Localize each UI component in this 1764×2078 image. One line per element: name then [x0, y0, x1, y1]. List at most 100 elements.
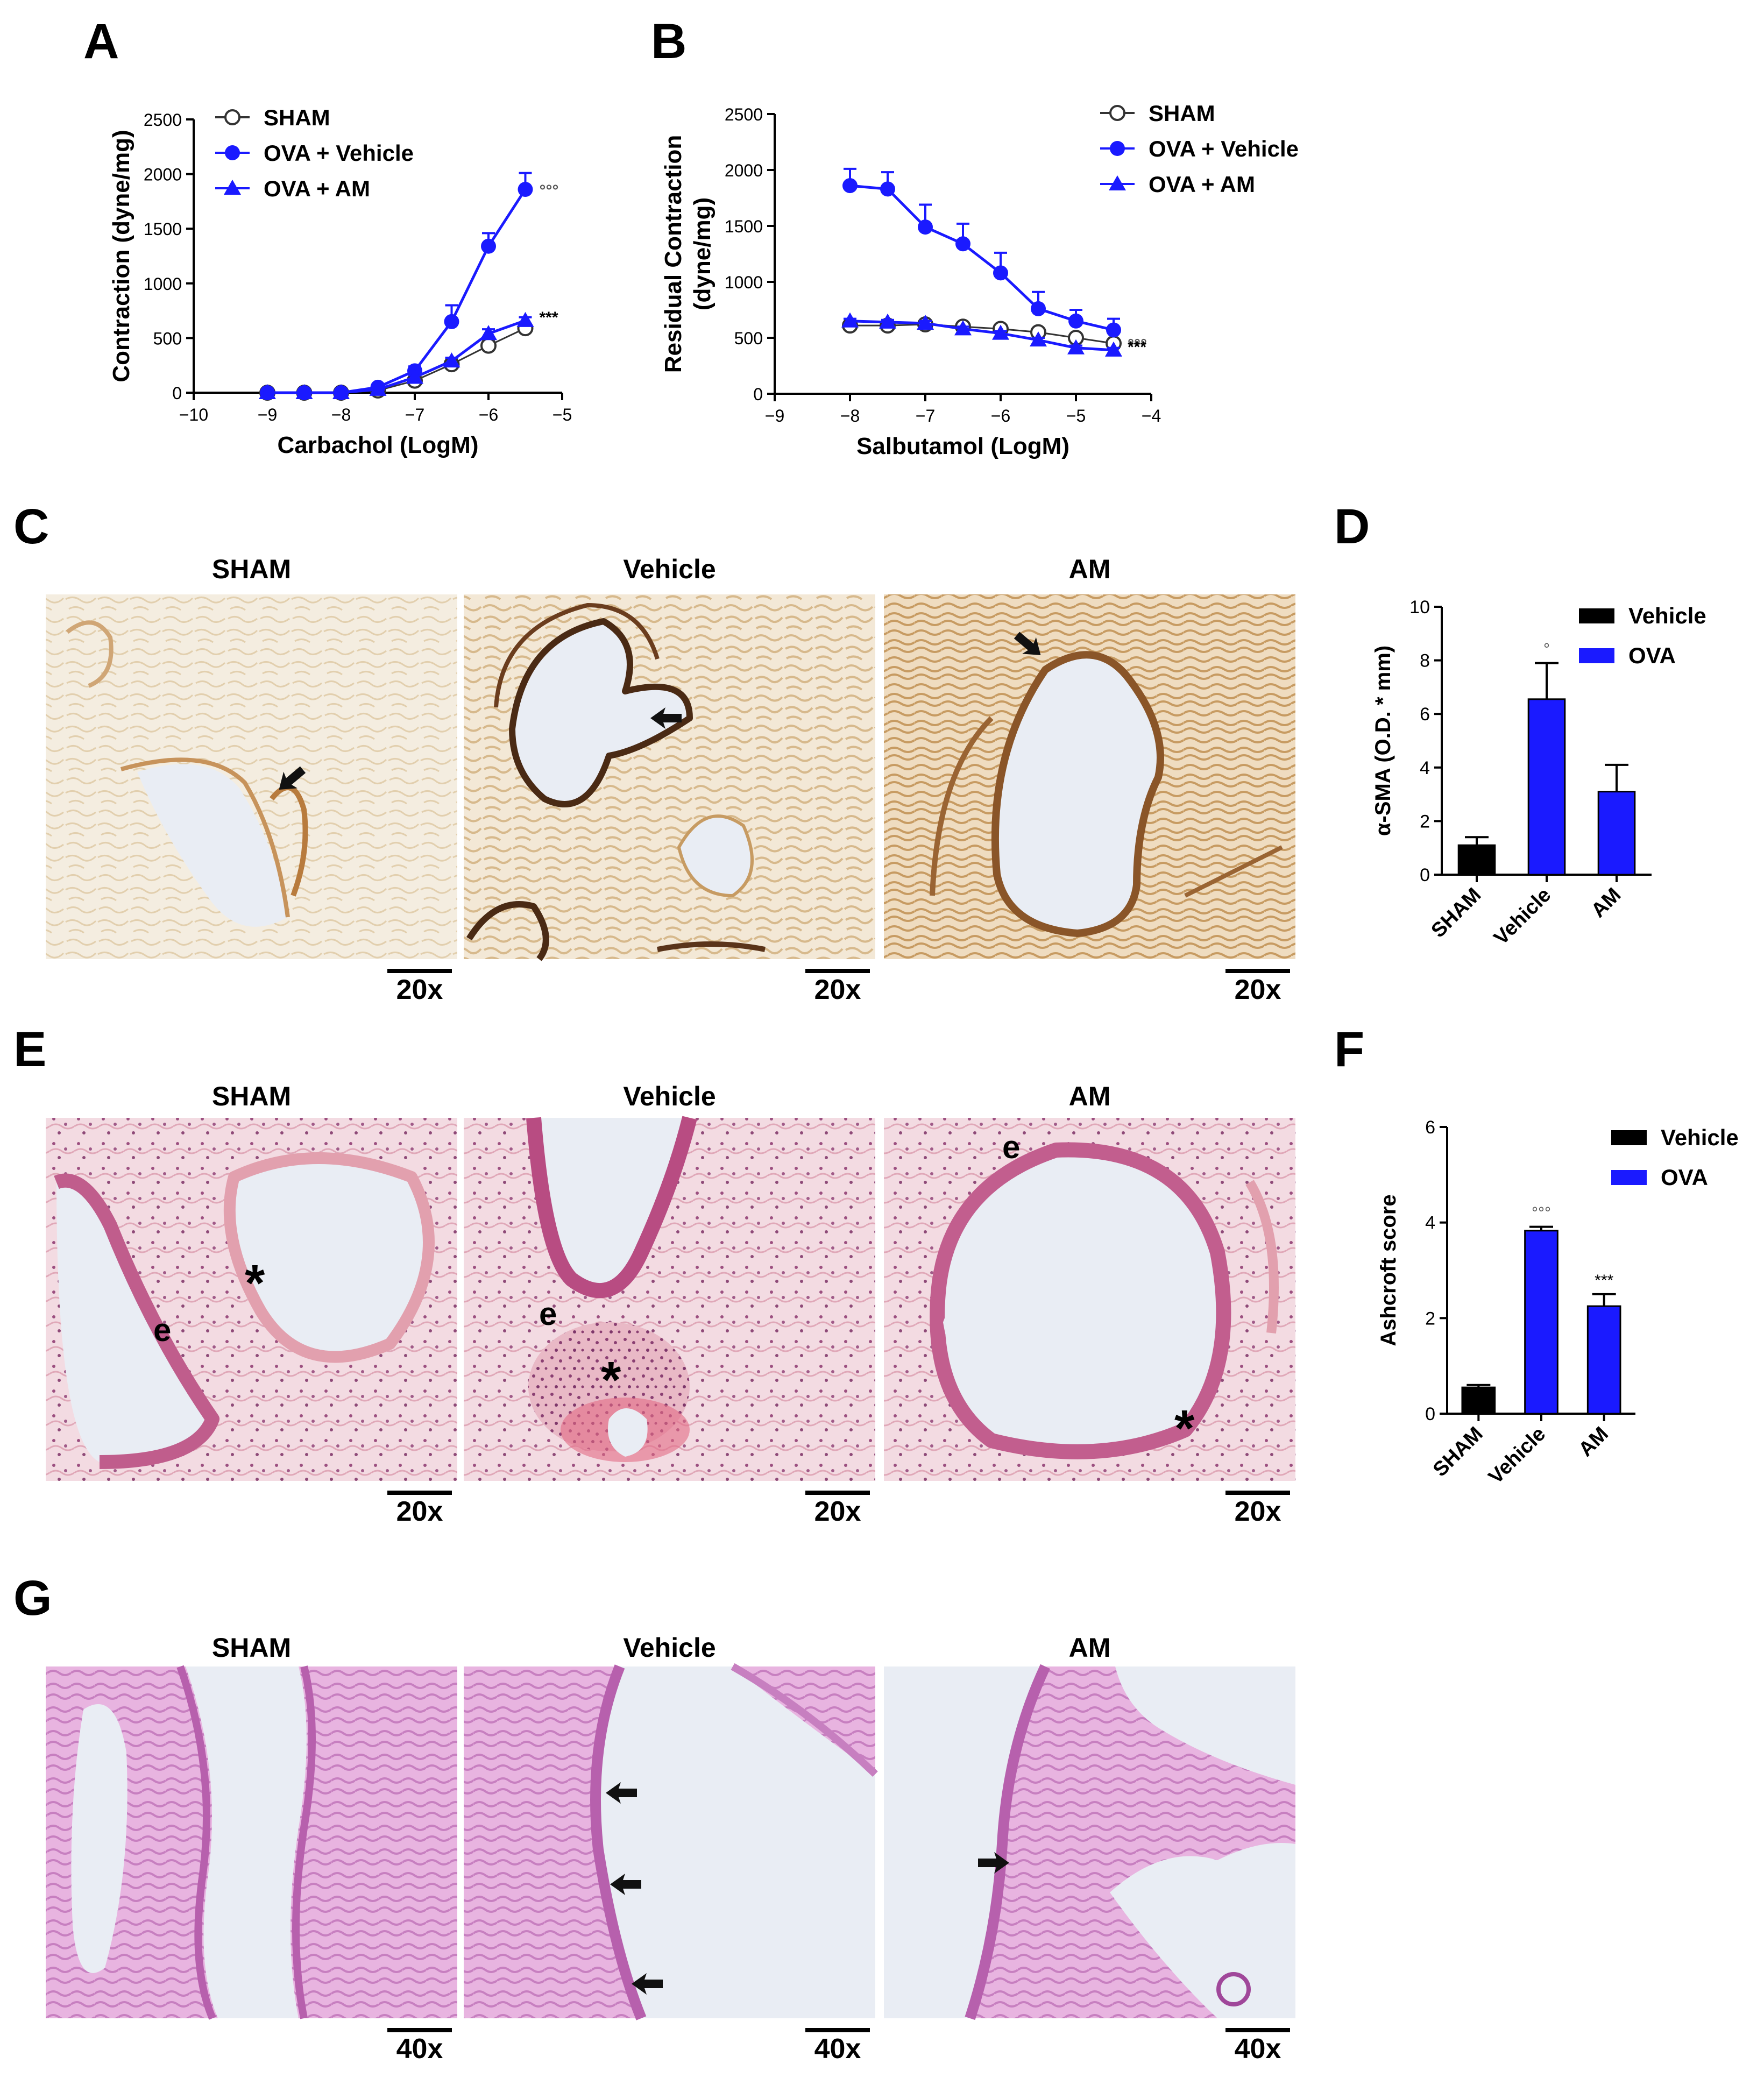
micrograph-e-fold — [943, 1272, 1024, 1398]
chart-b-ytick-label: 2000 — [725, 161, 763, 180]
chart-a-point — [518, 182, 533, 197]
micrograph-c-vessel — [677, 814, 754, 897]
micrograph-c-scale-label: 20x — [1235, 974, 1281, 1005]
chart-b-xtick-label: −7 — [916, 406, 935, 425]
chart-b-xtick-label: −6 — [991, 406, 1010, 425]
chart-a-point — [259, 384, 276, 399]
micrograph-c-title: SHAM — [212, 554, 291, 584]
chart-b-point — [1031, 301, 1046, 316]
chart-d-bar — [1457, 844, 1496, 876]
micrograph-g-lumen-2 — [1110, 1843, 1295, 2018]
micrograph-e-label-e: e — [153, 1312, 171, 1348]
micrograph-c-title: AM — [1069, 554, 1111, 584]
chart-f-legend-swatch — [1611, 1130, 1647, 1145]
chart-f-legend-label: OVA — [1661, 1165, 1708, 1190]
chart-b-ylabel: (dyne/mg) — [689, 197, 715, 310]
chart-d-xtick-label: AM — [1587, 884, 1625, 922]
chart-a-xtick-label: −8 — [331, 405, 351, 424]
micrograph-c-lumen — [137, 764, 288, 927]
panel-letter-e: E — [13, 1022, 46, 1077]
chart-f-ytick-label: 2 — [1425, 1308, 1435, 1329]
micrograph-e-lumen — [56, 1180, 212, 1462]
chart-f-xtick-label: AM — [1575, 1423, 1613, 1461]
micrograph-e-scale-label: 20x — [814, 1496, 861, 1527]
chart-a: 0 500 1000 1500 2000 2500 −10 −9 −8 −7 −6 −5 Carbach… — [108, 105, 572, 458]
chart-a-xtick-label: −6 — [479, 405, 498, 424]
chart-f-significance: *** — [1595, 1272, 1613, 1289]
chart-a-ytick-label: 2000 — [144, 165, 182, 185]
chart-d-legend-swatch — [1579, 608, 1614, 623]
chart-d-legend-label: Vehicle — [1628, 603, 1706, 628]
micrograph-g-epithelium-2 — [292, 1665, 316, 2019]
chart-d-legend-label: OVA — [1628, 643, 1676, 668]
chart-f-bar — [1524, 1230, 1558, 1415]
chart-a-ytick-label: 0 — [172, 384, 182, 403]
micrograph-g-vehicle: Vehicle 40x — [464, 1633, 878, 2065]
chart-b-point — [918, 219, 933, 235]
micrograph-c-vessel-2 — [1184, 845, 1283, 898]
micrograph-e-label-e: e — [539, 1296, 557, 1332]
chart-b-ytick-label: 500 — [734, 329, 763, 348]
chart-d-legend: Vehicle OVA — [1579, 603, 1706, 668]
micrograph-e-scale-label: 20x — [1235, 1496, 1281, 1527]
chart-f-bar — [1461, 1386, 1496, 1415]
chart-b-xtick-label: −4 — [1142, 406, 1161, 425]
micrograph-c-vessel — [930, 716, 994, 896]
panel-letter-g: G — [13, 1571, 52, 1626]
chart-a-series-1 — [260, 172, 533, 400]
chart-f-legend-swatch — [1611, 1170, 1647, 1185]
chart-a-point — [369, 380, 387, 396]
micrograph-g-title: SHAM — [212, 1633, 291, 1663]
chart-a-point — [443, 352, 461, 368]
chart-f-xtick-label: Vehicle — [1484, 1423, 1550, 1488]
chart-d-ytick-label: 10 — [1409, 597, 1430, 618]
micrograph-g-lumen-2 — [71, 1704, 127, 1973]
micrograph-e-lumen — [534, 1118, 690, 1291]
chart-a-series-2 — [259, 311, 534, 399]
chart-b-legend-label: OVA + AM — [1149, 172, 1255, 197]
micrograph-g-arrow-1 — [606, 1782, 637, 1804]
micrograph-e-epithelium — [526, 1116, 697, 1299]
micrograph-c-arrow — [1014, 632, 1041, 655]
chart-b-legend-label: SHAM — [1149, 101, 1215, 126]
chart-b-legend: SHAM OVA + Vehicle OVA + AM — [1100, 101, 1299, 197]
chart-f-significance: °°° — [1532, 1204, 1551, 1222]
panel-letter-d: D — [1334, 499, 1370, 554]
micrograph-e-epithelium — [54, 1173, 219, 1469]
chart-b: 0 500 1000 1500 2000 2500 −9 −8 −7 −6 −5 −4 Salbutam… — [660, 101, 1299, 459]
micrograph-c-am: AM 20x — [884, 554, 1295, 1005]
micrograph-e-vessel-wall — [1245, 1180, 1279, 1334]
chart-b-point — [954, 320, 972, 336]
micrograph-g-scale-label: 40x — [814, 2033, 861, 2065]
chart-d-ylabel: α-SMA (O.D. * mm) — [1371, 646, 1395, 836]
chart-f-legend: Vehicle OVA — [1611, 1125, 1739, 1190]
chart-b-legend-marker — [1110, 141, 1125, 156]
micrograph-g-epithelium — [176, 1665, 216, 2020]
chart-b-xtick-label: −8 — [840, 406, 860, 425]
chart-b-series-2 — [841, 312, 1122, 357]
chart-b-point — [992, 324, 1009, 340]
chart-f-ylabel: Ashcroft score — [1377, 1194, 1400, 1346]
chart-b-point — [1067, 339, 1085, 354]
micrograph-e-lumen — [937, 1150, 1224, 1452]
micrograph-g-am: AM 40x — [884, 1633, 1295, 2065]
chart-a-point — [480, 325, 497, 341]
chart-f-ytick-label: 6 — [1425, 1117, 1435, 1138]
micrograph-c-vehicle: Vehicle 20x — [464, 554, 875, 1005]
micrograph-g-epithelium-2 — [731, 1663, 878, 1777]
micrograph-c-lumen — [512, 621, 690, 804]
chart-d-ytick-label: 2 — [1420, 811, 1430, 832]
chart-d-ytick-label: 6 — [1420, 704, 1430, 725]
micrograph-c-scale-label: 20x — [396, 974, 443, 1005]
chart-a-xtick-label: −5 — [552, 405, 572, 424]
chart-f-ytick-label: 4 — [1425, 1213, 1435, 1233]
micrograph-g-vessel — [1216, 1972, 1251, 2006]
micrograph-g-sham: SHAM 40x — [46, 1633, 457, 2065]
micrograph-c-arrow — [650, 707, 682, 729]
chart-d-significance: ° — [1543, 641, 1550, 658]
chart-d-bar — [1527, 698, 1566, 876]
micrograph-g-lumen — [186, 1666, 307, 2018]
chart-b-ytick-label: 1000 — [725, 273, 763, 292]
